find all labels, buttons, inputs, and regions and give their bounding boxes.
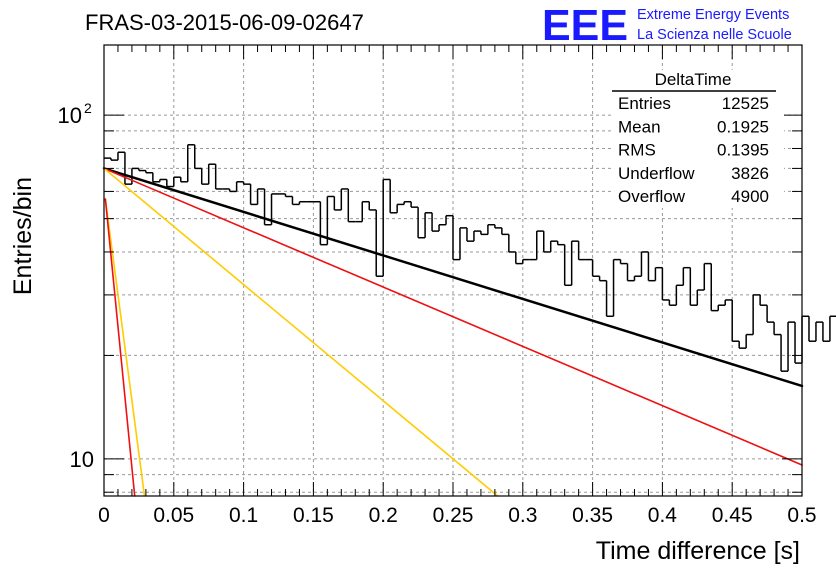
x-tick-label: 0.3 — [508, 504, 537, 527]
stats-row-value: 0.1925 — [717, 117, 769, 136]
y-tick-labels: 10 210 — [58, 100, 94, 472]
stats-row-label: Underflow — [618, 164, 695, 183]
y-tick-label-exponent: 2 — [84, 100, 92, 116]
y-tick-label: 10 — [70, 447, 94, 472]
eee-logo: EEE Extreme Energy Events La Scienza nel… — [542, 1, 792, 50]
y-axis-label: Entries/bin — [9, 177, 37, 295]
stats-row: RMS 0.1395 — [618, 141, 769, 160]
x-tick-label: 0 — [98, 504, 110, 527]
stats-row: Entries 12525 — [618, 94, 769, 113]
x-tick-label: 0.2 — [369, 504, 398, 527]
x-tick-label: 0.15 — [293, 504, 334, 527]
y-tick-label-base: 10 — [58, 103, 82, 128]
stats-row: Mean 0.1925 — [618, 117, 769, 136]
stats-row-value: 12525 — [722, 94, 769, 113]
stats-row: Overflow 4900 — [618, 187, 769, 206]
stats-row-label: RMS — [618, 141, 656, 160]
stats-row-label: Overflow — [618, 187, 686, 206]
eee-logo-letters: EEE — [542, 1, 628, 50]
x-tick-label: 0.05 — [153, 504, 194, 527]
stats-row-label: Entries — [618, 94, 671, 113]
stats-row-label: Mean — [618, 117, 661, 136]
fit-lines — [102, 167, 804, 497]
x-tick-label: 0.5 — [787, 504, 816, 527]
fit-line — [102, 167, 804, 388]
stats-row-value: 3826 — [731, 164, 769, 183]
stats-row-value: 4900 — [731, 187, 769, 206]
stats-box: DeltaTime Entries 12525 Mean 0.1925 RMS 0.139… — [612, 70, 784, 208]
fit-line — [103, 167, 499, 497]
fit-line — [103, 167, 803, 466]
x-tick-label: 0.25 — [433, 504, 474, 527]
stats-box-title: DeltaTime — [655, 70, 732, 89]
x-tick-label: 0.35 — [572, 504, 613, 527]
x-tick-label: 0.4 — [648, 504, 678, 527]
stats-row: Underflow 3826 — [618, 164, 769, 183]
eee-logo-line2: La Scienza nelle Scuole — [637, 27, 792, 43]
stats-row-value: 0.1395 — [717, 141, 769, 160]
y-tick-label: 10 2 — [58, 100, 92, 128]
fit-line — [104, 198, 146, 497]
x-tick-label: 0.1 — [229, 504, 258, 527]
chart-title: FRAS-03-2015-06-09-02647 — [85, 10, 364, 35]
x-axis-label: Time difference [s] — [596, 537, 800, 565]
fit-line — [104, 198, 136, 497]
eee-logo-line1: Extreme Energy Events — [637, 7, 789, 23]
y-tick-label-base: 10 — [70, 447, 94, 472]
x-tick-label: 0.45 — [712, 504, 753, 527]
axis-ticks — [103, 45, 803, 496]
histogram-series — [104, 144, 836, 372]
x-tick-labels: 0 0.05 0.1 0.15 0.2 0.25 0.3 0.35 0.4 0.45 0.5 — [98, 504, 816, 527]
